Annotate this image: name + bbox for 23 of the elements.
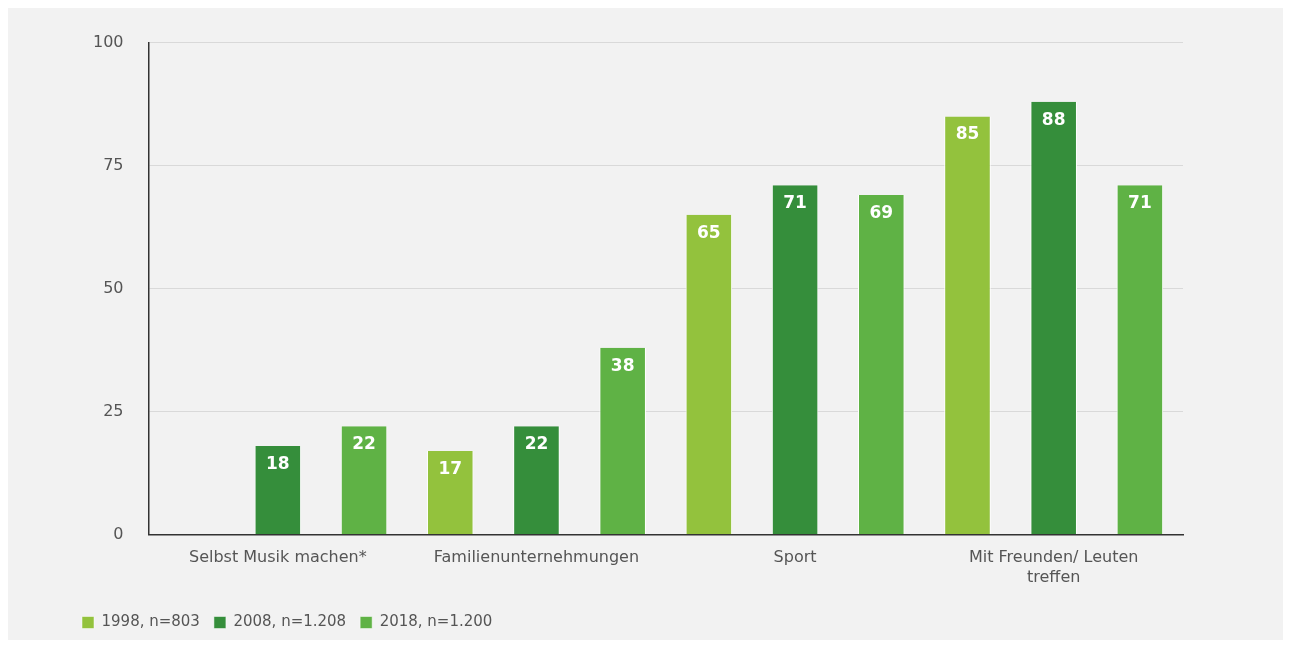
y-tick-label: 0 — [113, 523, 124, 543]
legend-label: 1998, n=803 — [101, 612, 200, 631]
data-label: 71 — [783, 192, 807, 213]
data-label: 88 — [1041, 108, 1066, 129]
y-tick-label: 75 — [103, 154, 124, 174]
data-label: 85 — [955, 123, 980, 144]
data-label: 38 — [610, 354, 635, 375]
x-tick-label: Selbst Musik machen* — [189, 547, 367, 567]
data-label: 71 — [1128, 192, 1152, 213]
data-label: 18 — [266, 452, 290, 473]
data-label: 69 — [869, 202, 894, 223]
legend-label: 2018, n=1.200 — [379, 612, 493, 631]
x-tick-label: Sport — [773, 547, 817, 567]
legend-label: 2008, n=1.208 — [233, 612, 347, 631]
y-tick-label: 100 — [92, 31, 124, 51]
data-label: 22 — [524, 433, 549, 454]
y-tick-label: 50 — [103, 277, 124, 297]
y-tick-label: 25 — [103, 400, 124, 420]
data-label: 22 — [352, 433, 376, 454]
data-label: 65 — [697, 221, 721, 242]
x-tick-label: Mit Freunden/ Leuten treffen — [968, 547, 1139, 586]
x-tick-label: Familienunternehmungen — [433, 547, 640, 567]
data-label: 17 — [438, 457, 463, 478]
